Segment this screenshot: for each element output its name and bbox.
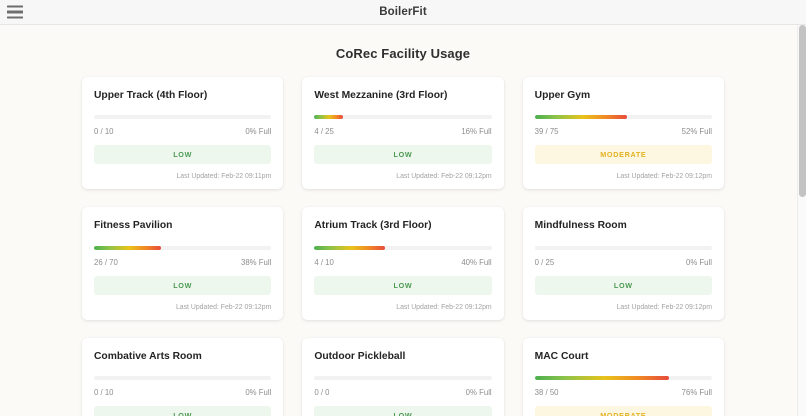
occupancy-count: 0 / 0 — [314, 388, 330, 398]
occupancy-stats: 0 / 0 0% Full — [314, 388, 491, 397]
status-badge: LOW — [94, 275, 272, 295]
occupancy-percent: 40% Full — [461, 257, 492, 267]
occupancy-progress-fill — [534, 115, 627, 120]
status-badge: LOW — [314, 145, 492, 165]
occupancy-stats: 26 / 70 38% Full — [94, 258, 271, 267]
occupancy-percent: 16% Full — [461, 127, 492, 137]
facility-card-grid: Upper Track (4th Floor) 0 / 10 0% Full LOW L… — [82, 77, 724, 416]
occupancy-percent: 52% Full — [681, 127, 712, 137]
facility-name: Fitness Pavilion — [94, 220, 173, 232]
occupancy-stats: 0 / 25 0% Full — [535, 258, 712, 267]
facility-name: Mindfulness Room — [534, 220, 627, 232]
hamburger-line — [7, 16, 23, 19]
occupancy-progress-bar — [94, 376, 272, 381]
occupancy-count: 0 / 10 — [94, 127, 114, 137]
occupancy-count: 0 / 25 — [534, 257, 555, 267]
occupancy-stats: 0 / 10 0% Full — [94, 127, 271, 136]
occupancy-stats: 4 / 10 40% Full — [314, 258, 491, 267]
occupancy-progress-bar — [534, 245, 712, 250]
last-updated: Last Updated: Feb-22 09:12pm — [175, 303, 272, 311]
occupancy-percent: 38% Full — [240, 257, 272, 267]
facility-name: Atrium Track (3rd Floor) — [314, 220, 432, 232]
occupancy-progress-bar — [534, 115, 712, 120]
occupancy-progress-fill — [314, 245, 386, 250]
occupancy-stats: 0 / 10 0% Full — [94, 388, 271, 397]
occupancy-progress-bar — [534, 376, 712, 381]
app-title: BoilerFit — [379, 6, 427, 18]
facility-name: MAC Court — [534, 350, 589, 362]
occupancy-percent: 0% Full — [245, 127, 272, 137]
facility-name: Upper Track (4th Floor) — [94, 90, 208, 101]
facility-card: Atrium Track (3rd Floor) 4 / 10 40% Full LO… — [302, 207, 504, 320]
occupancy-progress-fill — [534, 376, 670, 381]
hamburger-line — [7, 5, 23, 8]
occupancy-count: 4 / 10 — [314, 257, 334, 267]
occupancy-progress-bar — [94, 245, 272, 250]
occupancy-percent: 76% Full — [681, 388, 712, 398]
occupancy-stats: 39 / 75 52% Full — [535, 127, 712, 136]
status-badge: LOW — [314, 406, 492, 416]
occupancy-progress-fill — [94, 245, 162, 250]
occupancy-count: 39 / 75 — [534, 127, 559, 137]
occupancy-progress-bar — [94, 115, 272, 120]
occupancy-stats: 38 / 50 76% Full — [535, 388, 712, 397]
facility-card: West Mezzanine (3rd Floor) 4 / 25 16% Full… — [302, 77, 504, 190]
facility-name: Outdoor Pickleball — [314, 350, 406, 362]
status-badge: MODERATE — [534, 145, 712, 165]
occupancy-progress-bar — [314, 115, 492, 120]
last-updated: Last Updated: Feb-22 09:12pm — [616, 303, 712, 311]
facility-name: West Mezzanine (3rd Floor) — [314, 90, 448, 101]
facility-card: Upper Track (4th Floor) 0 / 10 0% Full LOW L… — [82, 77, 284, 190]
last-updated: Last Updated: Feb-22 09:11pm — [176, 173, 272, 181]
occupancy-stats: 4 / 25 16% Full — [314, 127, 491, 136]
occupancy-count: 38 / 50 — [534, 388, 559, 398]
occupancy-percent: 0% Full — [685, 257, 712, 267]
facility-card: Upper Gym 39 / 75 52% Full MODERATE Last Upd… — [522, 77, 724, 190]
hamburger-menu-icon[interactable] — [7, 5, 23, 19]
facility-card: Fitness Pavilion 26 / 70 38% Full LOW Last U… — [82, 207, 284, 320]
app-header: BoilerFit — [0, 0, 806, 25]
status-badge: LOW — [94, 145, 272, 165]
page-scroll-area: CoRec Facility Usage Upper Track (4th Fl… — [0, 25, 806, 416]
occupancy-percent: 0% Full — [245, 388, 272, 398]
hamburger-line — [7, 10, 23, 14]
occupancy-percent: 0% Full — [465, 388, 492, 398]
occupancy-count: 26 / 70 — [94, 257, 118, 267]
last-updated: Last Updated: Feb-22 09:12pm — [396, 303, 492, 311]
status-badge: LOW — [94, 406, 272, 416]
facility-card: Mindfulness Room 0 / 25 0% Full LOW Last Upd… — [522, 207, 724, 320]
occupancy-progress-bar — [314, 376, 492, 381]
facility-name: Combative Arts Room — [94, 350, 202, 362]
occupancy-count: 4 / 25 — [314, 127, 334, 137]
facility-name: Upper Gym — [534, 90, 591, 101]
scrollbar-thumb[interactable] — [799, 25, 806, 197]
last-updated: Last Updated: Feb-22 09:12pm — [396, 173, 492, 181]
status-badge: LOW — [314, 275, 492, 295]
status-badge: MODERATE — [534, 406, 712, 416]
occupancy-progress-fill — [314, 115, 343, 120]
status-badge: LOW — [534, 275, 712, 295]
page-title: CoRec Facility Usage — [335, 46, 471, 61]
occupancy-progress-bar — [314, 245, 492, 250]
last-updated: Last Updated: Feb-22 09:12pm — [616, 173, 712, 181]
vertical-scrollbar[interactable] — [797, 25, 806, 416]
occupancy-count: 0 / 10 — [94, 388, 114, 398]
